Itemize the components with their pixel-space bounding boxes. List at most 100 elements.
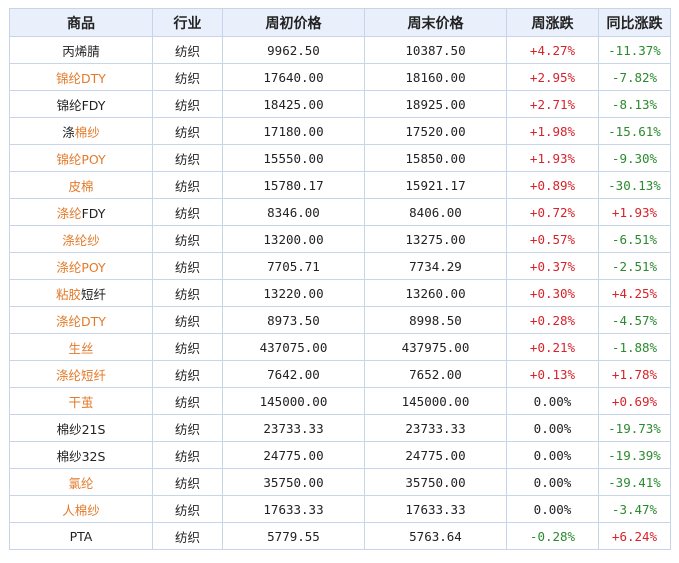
week-change-cell: -0.28%	[506, 522, 599, 550]
week-change-cell: +1.98%	[506, 117, 599, 145]
commodity-link[interactable]: 氯纶	[68, 475, 94, 491]
week-open-price-cell: 17633.33	[222, 495, 365, 523]
week-close-price-cell: 10387.50	[364, 36, 507, 64]
industry-cell: 纺织	[152, 522, 223, 550]
commodity-name-cell: 人棉纱	[9, 495, 153, 523]
week-close-price-cell: 8998.50	[364, 306, 507, 334]
commodity-price-table: 商品 行业 周初价格 周末价格 周涨跌 同比涨跌 丙烯腈 纺织 9962.50 103…	[9, 8, 671, 550]
table-row: 涤纶FDY 纺织 8346.00 8406.00 +0.72% +1.93%	[9, 198, 671, 226]
table-header-row: 商品 行业 周初价格 周末价格 周涨跌 同比涨跌	[9, 8, 671, 37]
commodity-name-cell: 棉纱32S	[9, 441, 153, 469]
yoy-change-cell: +4.25%	[598, 279, 671, 307]
week-change-cell: +0.30%	[506, 279, 599, 307]
commodity-name-cell: 涤棉纱	[9, 117, 153, 145]
commodity-name-cell: 锦纶FDY	[9, 90, 153, 118]
week-change-cell: +2.95%	[506, 63, 599, 91]
week-close-price-cell: 17633.33	[364, 495, 507, 523]
table-row: 锦纶POY 纺织 15550.00 15850.00 +1.93% -9.30%	[9, 144, 671, 172]
commodity-name-cell: 锦纶DTY	[9, 63, 153, 91]
commodity-link[interactable]: 粘胶	[55, 286, 81, 302]
week-close-price-cell: 437975.00	[364, 333, 507, 361]
commodity-link[interactable]: 涤纶POY	[56, 259, 106, 275]
industry-cell: 纺织	[152, 360, 223, 388]
yoy-change-cell: -11.37%	[598, 36, 671, 64]
commodity-name-cell: 干茧	[9, 387, 153, 415]
commodity-link[interactable]: 棉纱	[74, 124, 100, 140]
week-change-cell: 0.00%	[506, 387, 599, 415]
commodity-name-cell: 氯纶	[9, 468, 153, 496]
table-row: 皮棉 纺织 15780.17 15921.17 +0.89% -30.13%	[9, 171, 671, 199]
commodity-link[interactable]: 涤纶短纤	[55, 367, 106, 383]
week-open-price-cell: 7642.00	[222, 360, 365, 388]
commodity-name-cell: 涤纶FDY	[9, 198, 153, 226]
yoy-change-cell: +0.69%	[598, 387, 671, 415]
table-row: 干茧 纺织 145000.00 145000.00 0.00% +0.69%	[9, 387, 671, 415]
industry-cell: 纺织	[152, 441, 223, 469]
yoy-change-cell: -4.57%	[598, 306, 671, 334]
commodity-name-cell: 锦纶POY	[9, 144, 153, 172]
commodity-text: 棉纱32S	[56, 448, 106, 464]
industry-cell: 纺织	[152, 414, 223, 442]
week-open-price-cell: 15780.17	[222, 171, 365, 199]
industry-cell: 纺织	[152, 198, 223, 226]
commodity-link[interactable]: 涤纶纱	[62, 232, 100, 248]
table-row: 棉纱32S 纺织 24775.00 24775.00 0.00% -19.39%	[9, 441, 671, 469]
week-close-price-cell: 7652.00	[364, 360, 507, 388]
week-close-price-cell: 15850.00	[364, 144, 507, 172]
industry-cell: 纺织	[152, 279, 223, 307]
commodity-name-cell: 涤纶DTY	[9, 306, 153, 334]
week-change-cell: 0.00%	[506, 468, 599, 496]
week-change-cell: +0.37%	[506, 252, 599, 280]
yoy-change-cell: -9.30%	[598, 144, 671, 172]
table-row: 涤纶短纤 纺织 7642.00 7652.00 +0.13% +1.78%	[9, 360, 671, 388]
week-open-price-cell: 17180.00	[222, 117, 365, 145]
industry-cell: 纺织	[152, 252, 223, 280]
commodity-name-cell: PTA	[9, 522, 153, 550]
commodity-link[interactable]: 涤纶	[56, 205, 82, 221]
commodity-link[interactable]: 锦纶POY	[56, 151, 106, 167]
week-close-price-cell: 145000.00	[364, 387, 507, 415]
commodity-link[interactable]: 锦纶DTY	[56, 70, 106, 86]
commodity-link[interactable]: 干茧	[68, 394, 94, 410]
week-close-price-cell: 35750.00	[364, 468, 507, 496]
week-open-price-cell: 145000.00	[222, 387, 365, 415]
week-close-price-cell: 8406.00	[364, 198, 507, 226]
industry-cell: 纺织	[152, 468, 223, 496]
week-change-cell: +0.13%	[506, 360, 599, 388]
week-open-price-cell: 17640.00	[222, 63, 365, 91]
week-open-price-cell: 5779.55	[222, 522, 365, 550]
industry-cell: 纺织	[152, 387, 223, 415]
commodity-link[interactable]: 人棉纱	[62, 502, 100, 518]
week-open-price-cell: 35750.00	[222, 468, 365, 496]
commodity-name-cell: 涤纶POY	[9, 252, 153, 280]
header-industry: 行业	[152, 8, 223, 37]
week-open-price-cell: 437075.00	[222, 333, 365, 361]
table-row: 生丝 纺织 437075.00 437975.00 +0.21% -1.88%	[9, 333, 671, 361]
commodity-name-cell: 生丝	[9, 333, 153, 361]
yoy-change-cell: -7.82%	[598, 63, 671, 91]
industry-cell: 纺织	[152, 333, 223, 361]
week-close-price-cell: 13275.00	[364, 225, 507, 253]
yoy-change-cell: -6.51%	[598, 225, 671, 253]
commodity-text: 锦纶FDY	[56, 97, 106, 113]
week-close-price-cell: 5763.64	[364, 522, 507, 550]
industry-cell: 纺织	[152, 117, 223, 145]
commodity-link[interactable]: 皮棉	[68, 178, 94, 194]
week-open-price-cell: 24775.00	[222, 441, 365, 469]
table-row: 涤纶纱 纺织 13200.00 13275.00 +0.57% -6.51%	[9, 225, 671, 253]
week-change-cell: +0.28%	[506, 306, 599, 334]
commodity-text: PTA	[69, 528, 93, 544]
week-close-price-cell: 24775.00	[364, 441, 507, 469]
header-commodity: 商品	[9, 8, 153, 37]
industry-cell: 纺织	[152, 63, 223, 91]
commodity-name-cell: 涤纶短纤	[9, 360, 153, 388]
week-close-price-cell: 13260.00	[364, 279, 507, 307]
week-change-cell: 0.00%	[506, 441, 599, 469]
industry-cell: 纺织	[152, 36, 223, 64]
week-open-price-cell: 8973.50	[222, 306, 365, 334]
yoy-change-cell: -19.73%	[598, 414, 671, 442]
commodity-link[interactable]: 生丝	[68, 340, 94, 356]
commodity-link[interactable]: 涤纶DTY	[56, 313, 106, 329]
commodity-name-cell: 粘胶短纤	[9, 279, 153, 307]
week-open-price-cell: 8346.00	[222, 198, 365, 226]
